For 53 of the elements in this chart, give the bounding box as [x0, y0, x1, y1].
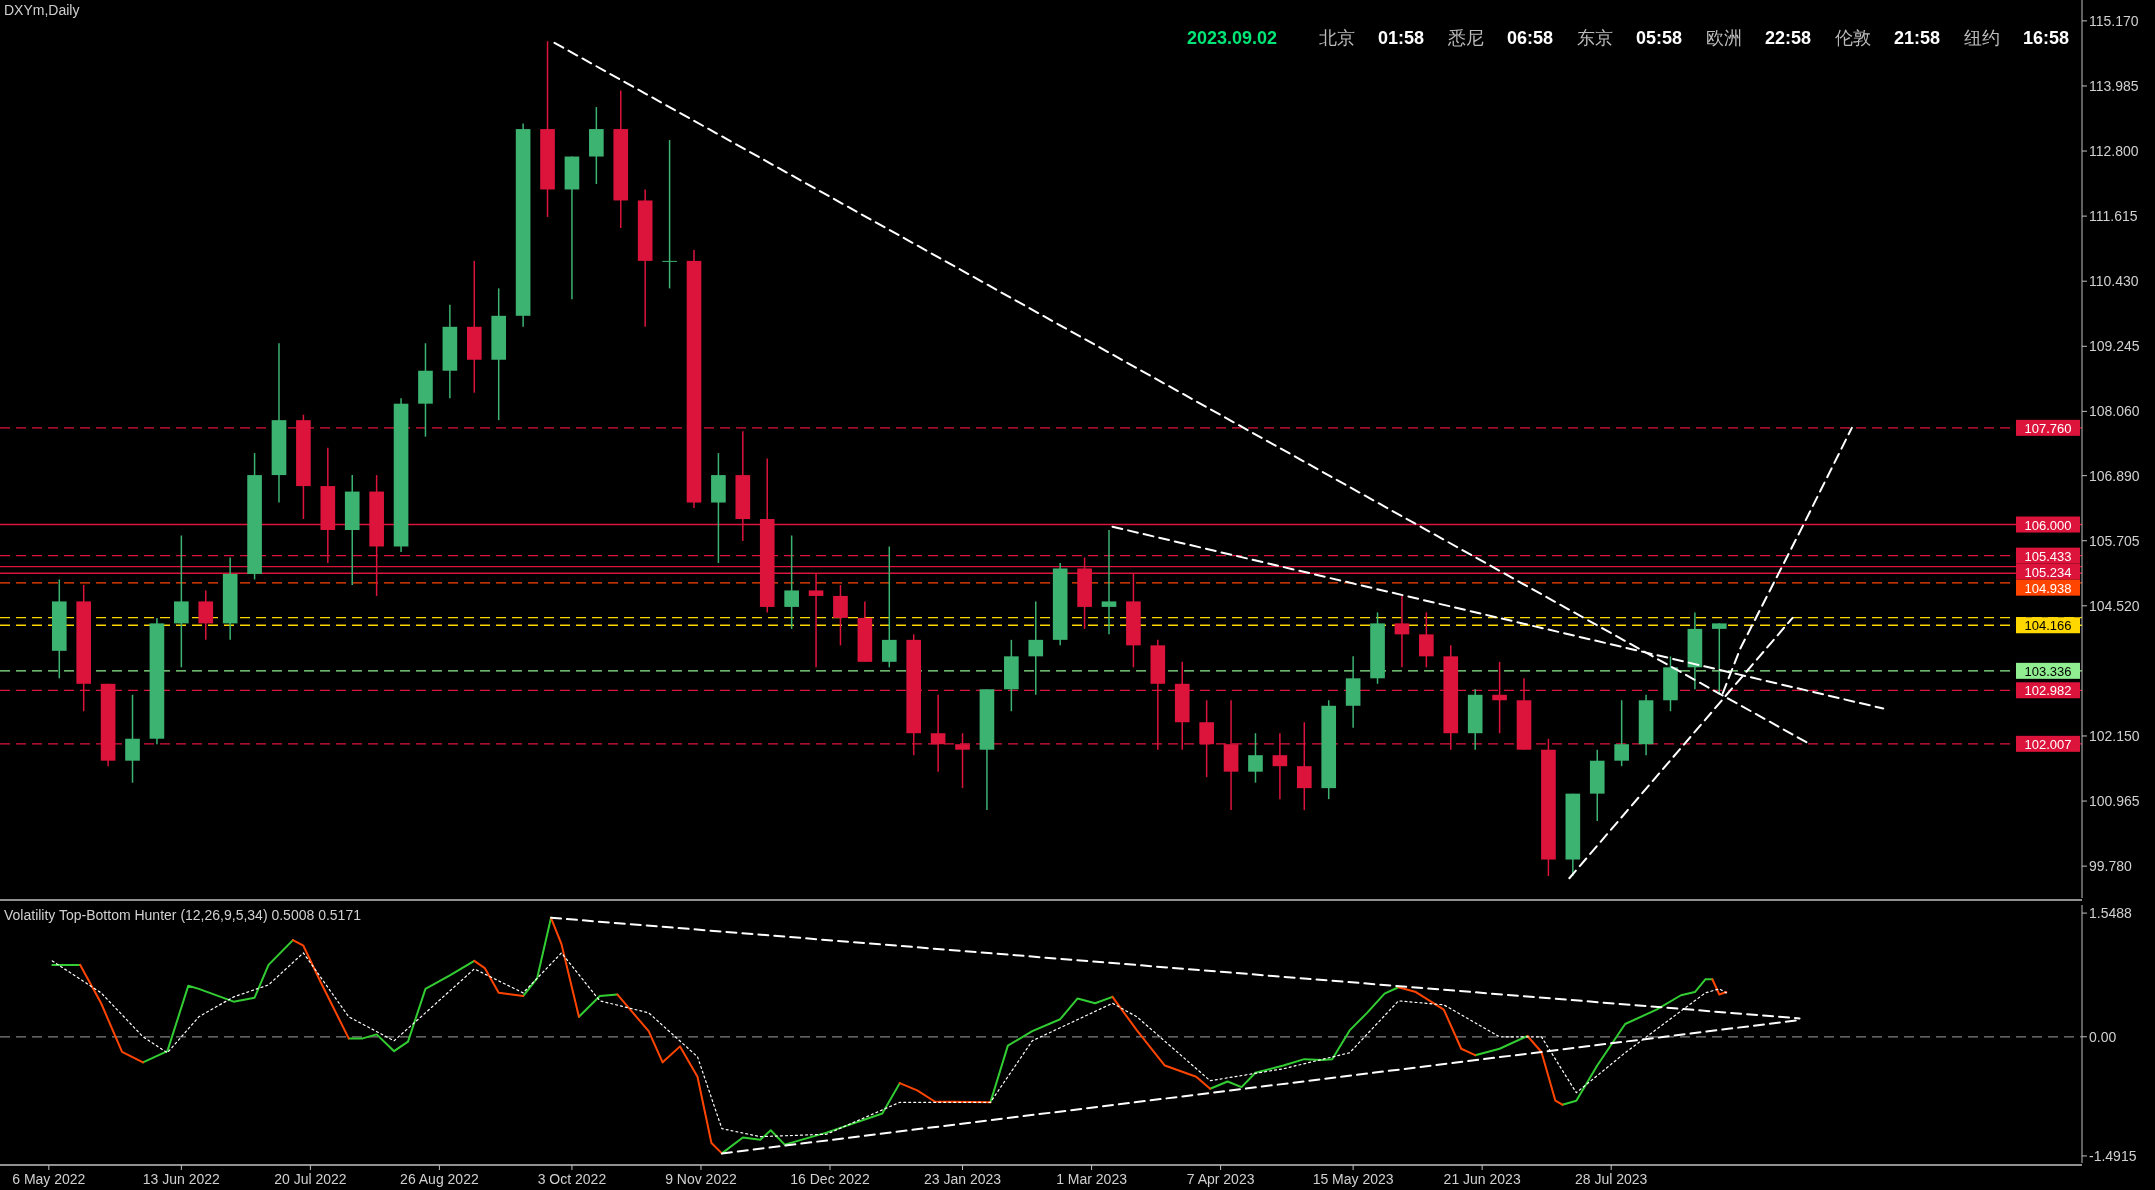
ref-line-label: 102.982: [2024, 683, 2072, 699]
annotation: 纽约: [1963, 28, 2000, 48]
y-tick-label: 1.5488: [2089, 905, 2133, 922]
y-tick-label: 105.705: [2089, 532, 2140, 549]
ref-line-label: 102.007: [2024, 736, 2072, 752]
ref-line-label: 104.938: [2024, 580, 2072, 596]
annotation: 北京: [1318, 28, 1355, 48]
annotation: 2023.09.02: [1186, 28, 1278, 48]
y-tick-label: 108.060: [2089, 403, 2140, 420]
annotation: 21:58: [1893, 28, 1941, 48]
y-tick-label: 99.780: [2089, 858, 2133, 875]
ref-line-label: 103.336: [2024, 663, 2072, 679]
x-tick-label: 20 Jul 2022: [274, 1171, 347, 1187]
annotation: 22:58: [1764, 28, 1812, 48]
y-tick-label: 102.150: [2089, 727, 2140, 744]
ref-line-label: 104.166: [2024, 618, 2072, 634]
annotation: 欧洲: [1705, 28, 1742, 48]
x-tick-label: 3 Oct 2022: [537, 1171, 607, 1187]
x-tick-label: 23 Jan 2023: [923, 1171, 1002, 1187]
x-tick-label: 6 May 2022: [12, 1171, 86, 1187]
x-tick-label: 9 Nov 2022: [665, 1171, 737, 1187]
chart-title: Volatility Top-Bottom Hunter (12,26,9,5,34) 0.5008 0.5171: [4, 907, 362, 923]
annotation: 悉尼: [1446, 28, 1484, 48]
x-tick-label: 1 Mar 2023: [1056, 1171, 1128, 1187]
ref-line-label: 106.000: [2024, 517, 2072, 533]
y-tick-label: 109.245: [2089, 338, 2140, 355]
ref-line-label: 105.433: [2024, 548, 2072, 564]
annotation: 01:58: [1377, 28, 1425, 48]
annotation: 06:58: [1506, 28, 1554, 48]
x-tick-label: 7 Apr 2023: [1186, 1171, 1255, 1187]
x-tick-label: 13 Jun 2022: [142, 1171, 221, 1187]
y-tick-label: 106.890: [2089, 467, 2140, 484]
x-tick-label: 21 Jun 2023: [1443, 1171, 1521, 1187]
ref-line-label: 105.234: [2024, 564, 2072, 580]
y-tick-label: 110.430: [2089, 273, 2139, 290]
annotation: 东京: [1576, 28, 1613, 48]
y-tick-label: -1.4915: [2089, 1147, 2137, 1164]
annotation: 16:58: [2022, 28, 2070, 48]
annotation: 伦敦: [1834, 28, 1871, 48]
y-tick-label: 111.615: [2089, 208, 2138, 225]
y-tick-label: 0.00: [2089, 1028, 2117, 1045]
x-tick-label: 16 Dec 2022: [790, 1171, 870, 1187]
y-tick-label: 104.520: [2089, 597, 2140, 614]
x-tick-label: 15 May 2023: [1312, 1171, 1394, 1187]
x-tick-label: 28 Jul 2023: [1574, 1171, 1648, 1187]
y-tick-label: 115.170: [2089, 12, 2139, 29]
y-tick-label: 113.985: [2089, 77, 2139, 94]
y-tick-label: 112.800: [2089, 143, 2139, 160]
ref-line-label: 107.760: [2024, 420, 2072, 436]
chart-title: DXYm,Daily: [4, 2, 80, 18]
x-tick-label: 26 Aug 2022: [400, 1171, 479, 1187]
y-tick-label: 100.965: [2089, 793, 2140, 810]
annotation: 05:58: [1635, 28, 1683, 48]
